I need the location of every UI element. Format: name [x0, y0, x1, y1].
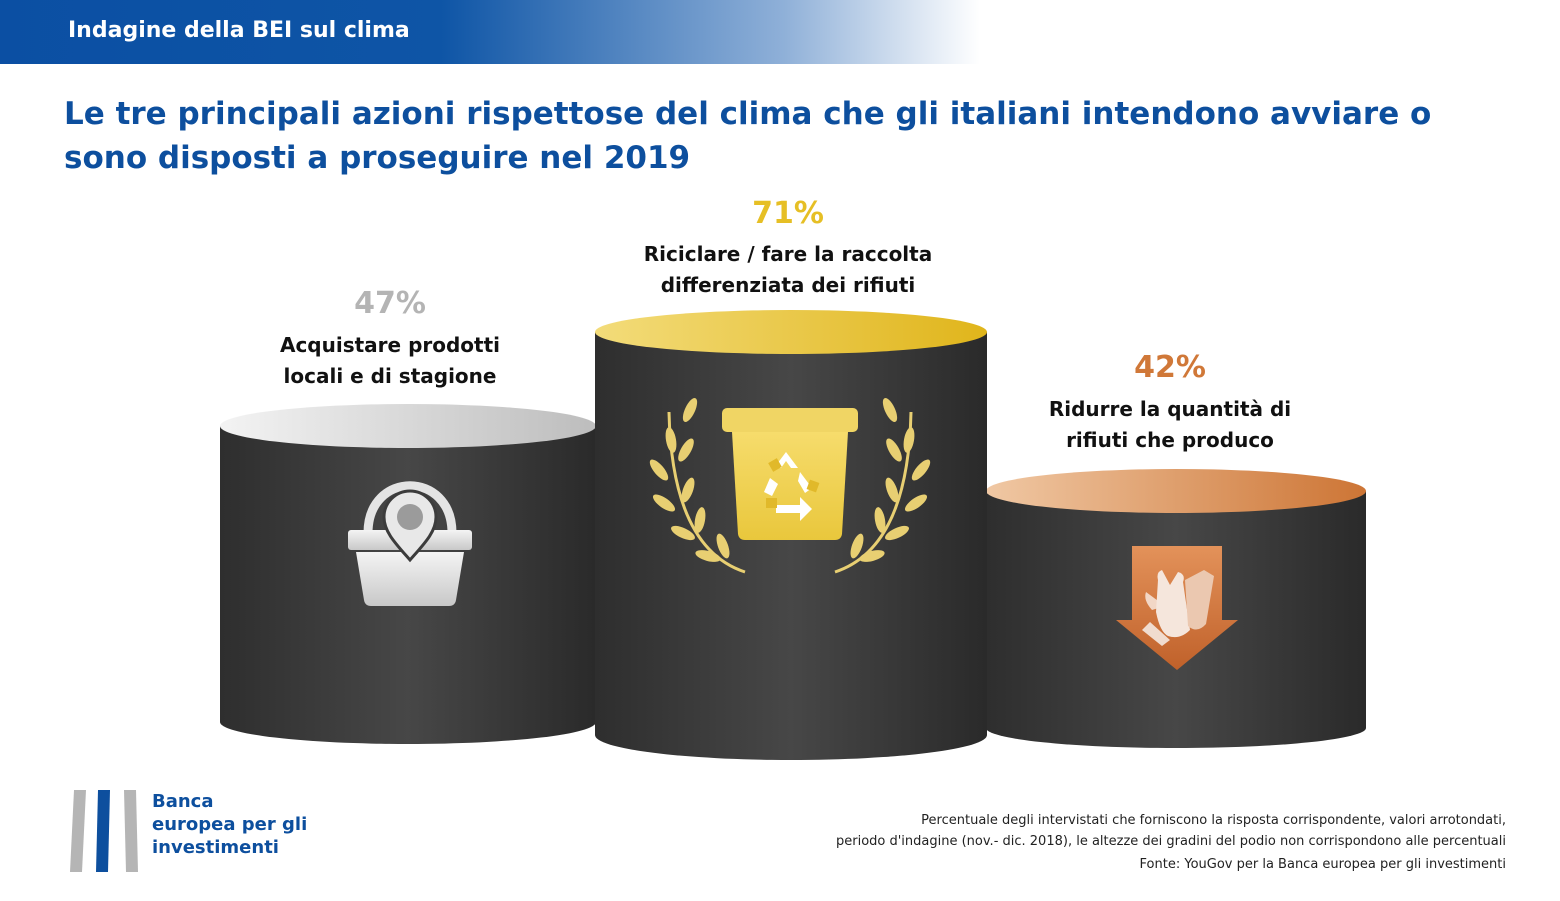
- header-band: Indagine della BEI sul clima: [0, 0, 980, 64]
- shopping-basket-location-icon: [348, 481, 472, 606]
- footnote-line2: periodo d'indagine (nov.- dic. 2018), le…: [835, 834, 1506, 849]
- category-label-left-line2: locali e di stagione: [283, 364, 497, 388]
- eib-logo-text: Banca europea per gli investimenti: [152, 790, 307, 859]
- category-label-right-line1: Ridurre la quantità di: [1048, 397, 1292, 421]
- logo-line3: investimenti: [152, 837, 279, 858]
- recycle-bin-laurel-icon: [649, 398, 931, 574]
- waste-reduction-arrow-icon: [1116, 546, 1238, 670]
- footnote-line1: Percentuale degli intervistati che forni…: [921, 813, 1506, 828]
- category-label-right-line2: rifiuti che produco: [1066, 428, 1274, 452]
- value-label-left: 47%: [354, 286, 426, 321]
- category-label-center-line2: differenziata dei rifiuti: [660, 273, 916, 297]
- logo-line1: Banca: [152, 791, 214, 812]
- category-label-right: Ridurre la quantità di rifiuti che produ…: [1010, 394, 1330, 456]
- category-label-center: Riciclare / fare la raccolta differenzia…: [608, 239, 968, 301]
- value-label-center: 71%: [752, 196, 824, 231]
- header-title: Indagine della BEI sul clima: [68, 18, 410, 43]
- eib-logo-mark: [70, 790, 138, 872]
- logo-line2: europea per gli: [152, 814, 308, 835]
- category-label-left: Acquistare prodotti locali e di stagione: [230, 330, 550, 392]
- category-label-center-line1: Riciclare / fare la raccolta: [643, 242, 933, 266]
- page-title: Le tre principali azioni rispettose del …: [64, 96, 1432, 176]
- footnote: Percentuale degli intervistati che forni…: [836, 810, 1506, 852]
- category-label-left-line1: Acquistare prodotti: [279, 333, 501, 357]
- source-note: Fonte: YouGov per la Banca europea per g…: [1139, 857, 1506, 872]
- value-label-right: 42%: [1134, 350, 1206, 385]
